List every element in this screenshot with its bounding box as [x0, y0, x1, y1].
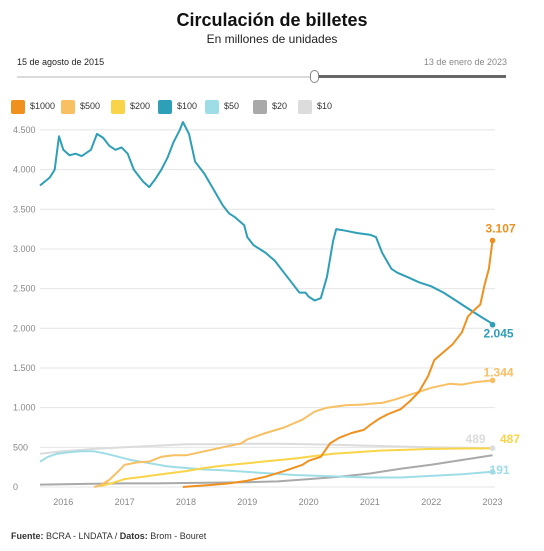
range-slider-selected[interactable]: [316, 75, 506, 78]
end-point-marker: [489, 469, 496, 475]
legend-swatch: [205, 100, 219, 114]
x-tick-label: 2017: [115, 497, 135, 507]
x-tick-label: 2022: [421, 497, 441, 507]
data-credit-label: Datos:: [119, 531, 148, 541]
legend-label: $20: [272, 101, 288, 111]
y-tick-label: 2.500: [13, 284, 36, 294]
x-tick-label: 2018: [176, 497, 196, 507]
legend-label: $1000: [30, 101, 56, 111]
legend-swatch: [61, 100, 75, 114]
x-tick-label: 2021: [360, 497, 380, 507]
x-tick-label: 2019: [237, 497, 257, 507]
source-value: BCRA - LNDATA /: [46, 531, 118, 541]
series-line-100: [39, 121, 494, 326]
y-tick-label: 2.000: [13, 323, 36, 333]
legend-label: $500: [80, 101, 101, 111]
x-tick-label: 2016: [53, 497, 73, 507]
end-value-label: 2.045: [484, 327, 514, 341]
end-point-marker: [489, 445, 496, 451]
y-tick-label: 3.000: [13, 244, 36, 254]
y-tick-label: 0: [13, 482, 18, 492]
source-footer: Fuente: BCRA - LNDATA / Datos: Brom - Bo…: [11, 531, 206, 541]
end-point-marker: [489, 377, 496, 384]
end-value-label: 191: [490, 463, 510, 477]
source-label: Fuente:: [11, 531, 44, 541]
legend-swatch: [111, 100, 125, 114]
range-start-label: 15 de agosto de 2015: [17, 57, 105, 67]
end-point-marker: [489, 321, 496, 328]
end-value-label: 3.107: [486, 221, 516, 235]
end-value-label: 489: [466, 432, 486, 446]
series-line-500: [93, 379, 493, 488]
legend-swatch: [253, 100, 267, 114]
end-value-label: 487: [500, 432, 520, 446]
y-tick-label: 1.000: [13, 403, 36, 413]
series-line-200: [99, 447, 493, 488]
y-tick-label: 500: [13, 442, 28, 452]
series-line-10: [39, 442, 493, 455]
chart-title: Circulación de billetes: [176, 10, 368, 30]
legend-label: $10: [317, 101, 333, 111]
legend-swatch: [298, 100, 312, 114]
legend-label: $100: [177, 101, 198, 111]
legend-label: $200: [130, 101, 151, 111]
end-point-marker: [489, 237, 496, 244]
y-tick-label: 4.000: [13, 165, 36, 175]
x-tick-label: 2020: [299, 497, 319, 507]
legend-label: $50: [224, 101, 240, 111]
x-tick-label: 2023: [483, 497, 503, 507]
y-tick-label: 3.500: [13, 204, 36, 214]
series-line-1000: [182, 240, 494, 488]
range-slider-handle[interactable]: [310, 70, 319, 83]
range-slider-track[interactable]: [17, 76, 312, 78]
legend-swatch: [11, 100, 25, 114]
y-tick-label: 4.500: [13, 125, 36, 135]
series-line-50: [39, 450, 493, 479]
range-end-label: 13 de enero de 2023: [423, 57, 507, 67]
data-credit-value: Brom - Bouret: [150, 531, 207, 541]
end-value-label: 1.344: [484, 365, 514, 379]
legend-swatch: [158, 100, 172, 114]
chart-subtitle: En millones de unidades: [206, 32, 338, 46]
line-chart: 0 500 1.000 1.500 2.000 2.500 3.000 3.500 4.000 4…: [13, 121, 520, 507]
y-tick-label: 1.500: [13, 363, 36, 373]
